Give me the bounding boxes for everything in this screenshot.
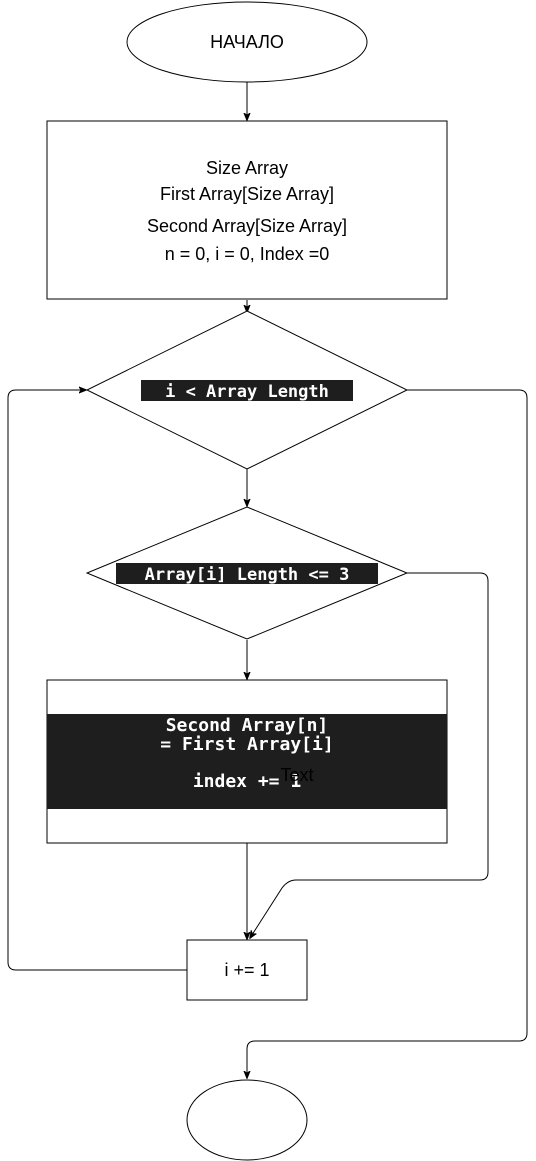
- init-line-1: Size Array: [206, 158, 288, 178]
- start-node[interactable]: НАЧАЛО: [126, 1, 368, 83]
- start-ellipse: [126, 1, 368, 83]
- end-ellipse: [186, 1079, 308, 1161]
- increment-rect: [186, 939, 308, 1001]
- length-condition-highlight: [116, 563, 378, 584]
- init-block[interactable]: Size Array First Array[Size Array] Secon…: [46, 120, 448, 300]
- loop-condition-label: i < Array Length: [165, 382, 329, 402]
- init-line-3: Second Array[Size Array]: [147, 216, 347, 236]
- end-node[interactable]: [186, 1079, 308, 1161]
- connectors: [7, 82, 528, 1078]
- assign-line-3: index += 1: [193, 771, 301, 792]
- start-label: НАЧАЛО: [210, 32, 284, 52]
- length-condition-node[interactable]: Array[i] Length <= 3: [85, 506, 409, 640]
- edge-length-false-to-increment: [250, 572, 489, 938]
- edge-increment-loop-back: [7, 390, 187, 971]
- init-line-2: First Array[Size Array]: [160, 184, 334, 204]
- init-rect: [46, 120, 448, 300]
- increment-label: i += 1: [224, 960, 269, 980]
- assign-highlight: [47, 714, 447, 809]
- assign-overlay-label: Text: [280, 765, 313, 785]
- assign-line-2: = First Array[i]: [160, 734, 333, 755]
- assign-block[interactable]: Second Array[n] = First Array[i] index +…: [46, 679, 448, 844]
- loop-condition-highlight: [141, 380, 353, 401]
- length-condition-label: Array[i] Length <= 3: [145, 565, 350, 585]
- assign-line-1: Second Array[n]: [166, 715, 329, 736]
- loop-condition-node[interactable]: i < Array Length: [85, 310, 409, 470]
- edge-loop-exit-to-end: [247, 389, 528, 1078]
- increment-block[interactable]: i += 1: [186, 939, 308, 1001]
- init-line-4: n = 0, i = 0, Index =0: [165, 244, 330, 264]
